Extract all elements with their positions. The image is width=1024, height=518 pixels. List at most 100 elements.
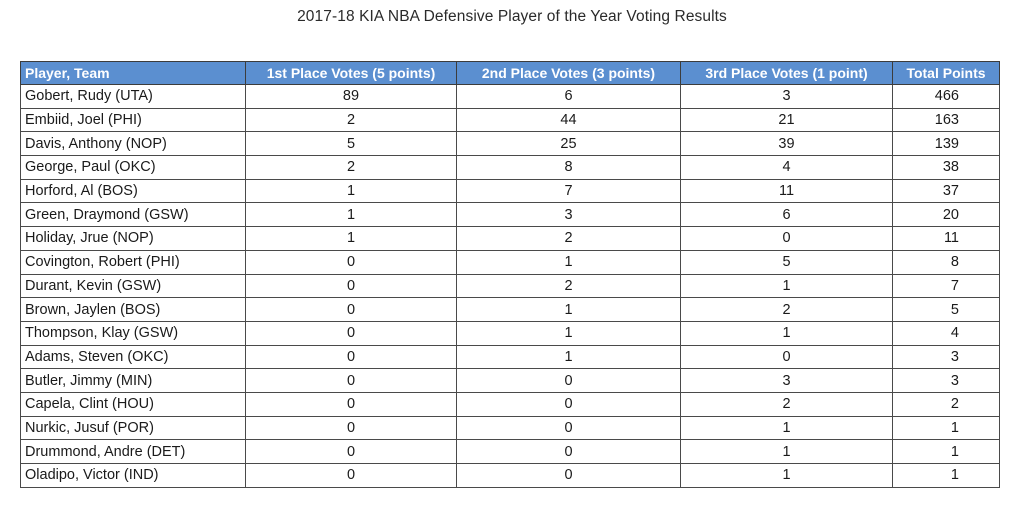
first-place-votes-cell: 0: [245, 320, 457, 346]
header-row: Player, Team 1st Place Votes (5 points) …: [20, 61, 1000, 85]
table-row: Green, Draymond (GSW) 1 3 6 20: [20, 202, 1000, 228]
third-place-votes-cell: 1: [680, 463, 893, 488]
total-points-cell: 1: [892, 463, 1000, 488]
table-row: Oladipo, Victor (IND) 0 0 1 1: [20, 463, 1000, 488]
first-place-votes-cell: 89: [245, 84, 457, 109]
second-place-votes-cell: 1: [456, 297, 681, 322]
first-place-votes-cell: 0: [245, 439, 457, 464]
player-team-cell: Brown, Jaylen (BOS): [20, 297, 246, 322]
player-team-cell: Davis, Anthony (NOP): [20, 131, 246, 157]
first-place-votes-cell: 0: [245, 391, 457, 417]
third-place-votes-cell: 5: [680, 249, 893, 275]
third-place-votes-cell: 1: [680, 439, 893, 464]
first-place-votes-cell: 5: [245, 131, 457, 157]
first-place-votes-cell: 0: [245, 249, 457, 275]
first-place-votes-cell: 0: [245, 273, 457, 299]
player-team-cell: Drummond, Andre (DET): [20, 439, 246, 464]
third-place-votes-cell: 3: [680, 368, 893, 393]
third-place-votes-cell: 39: [680, 131, 893, 157]
player-team-cell: Oladipo, Victor (IND): [20, 463, 246, 488]
second-place-votes-cell: 25: [456, 131, 681, 157]
column-header-total-points: Total Points: [892, 61, 1000, 85]
first-place-votes-cell: 1: [245, 226, 457, 251]
table-row: George, Paul (OKC) 2 8 4 38: [20, 155, 1000, 180]
second-place-votes-cell: 7: [456, 178, 681, 204]
third-place-votes-cell: 0: [680, 226, 893, 251]
player-team-cell: Adams, Steven (OKC): [20, 344, 246, 370]
second-place-votes-cell: 0: [456, 391, 681, 417]
third-place-votes-cell: 3: [680, 84, 893, 109]
second-place-votes-cell: 44: [456, 107, 681, 133]
first-place-votes-cell: 2: [245, 107, 457, 133]
total-points-cell: 37: [892, 178, 1000, 204]
total-points-cell: 4: [892, 320, 1000, 346]
player-team-cell: George, Paul (OKC): [20, 155, 246, 180]
table-row: Covington, Robert (PHI) 0 1 5 8: [20, 249, 1000, 275]
voting-results-table: Player, Team 1st Place Votes (5 points) …: [20, 61, 1000, 488]
table-row: Butler, Jimmy (MIN) 0 0 3 3: [20, 368, 1000, 393]
second-place-votes-cell: 1: [456, 320, 681, 346]
third-place-votes-cell: 6: [680, 202, 893, 228]
table-row: Horford, Al (BOS) 1 7 11 37: [20, 178, 1000, 204]
second-place-votes-cell: 1: [456, 249, 681, 275]
table-row: Embiid, Joel (PHI) 2 44 21 163: [20, 107, 1000, 133]
player-team-cell: Nurkic, Jusuf (POR): [20, 415, 246, 441]
third-place-votes-cell: 11: [680, 178, 893, 204]
total-points-cell: 11: [892, 226, 1000, 251]
player-team-cell: Butler, Jimmy (MIN): [20, 368, 246, 393]
player-team-cell: Durant, Kevin (GSW): [20, 273, 246, 299]
first-place-votes-cell: 1: [245, 202, 457, 228]
table-row: Durant, Kevin (GSW) 0 2 1 7: [20, 273, 1000, 299]
table-body: Gobert, Rudy (UTA) 89 6 3 466 Embiid, Joel (P…: [20, 84, 1000, 488]
total-points-cell: 5: [892, 297, 1000, 322]
first-place-votes-cell: 1: [245, 178, 457, 204]
table-row: Adams, Steven (OKC) 0 1 0 3: [20, 344, 1000, 370]
total-points-cell: 1: [892, 415, 1000, 441]
second-place-votes-cell: 2: [456, 226, 681, 251]
total-points-cell: 3: [892, 368, 1000, 393]
total-points-cell: 466: [892, 84, 1000, 109]
column-header-third-place-votes: 3rd Place Votes (1 point): [680, 61, 893, 85]
second-place-votes-cell: 6: [456, 84, 681, 109]
second-place-votes-cell: 0: [456, 415, 681, 441]
player-team-cell: Embiid, Joel (PHI): [20, 107, 246, 133]
total-points-cell: 20: [892, 202, 1000, 228]
third-place-votes-cell: 1: [680, 415, 893, 441]
table-row: Nurkic, Jusuf (POR) 0 0 1 1: [20, 415, 1000, 441]
first-place-votes-cell: 0: [245, 463, 457, 488]
total-points-cell: 38: [892, 155, 1000, 180]
player-team-cell: Thompson, Klay (GSW): [20, 320, 246, 346]
first-place-votes-cell: 2: [245, 155, 457, 180]
second-place-votes-cell: 2: [456, 273, 681, 299]
table-row: Brown, Jaylen (BOS) 0 1 2 5: [20, 297, 1000, 322]
second-place-votes-cell: 0: [456, 463, 681, 488]
table-row: Holiday, Jrue (NOP) 1 2 0 11: [20, 226, 1000, 251]
total-points-cell: 163: [892, 107, 1000, 133]
total-points-cell: 8: [892, 249, 1000, 275]
table-row: Capela, Clint (HOU) 0 0 2 2: [20, 391, 1000, 417]
total-points-cell: 139: [892, 131, 1000, 157]
player-team-cell: Covington, Robert (PHI): [20, 249, 246, 275]
total-points-cell: 7: [892, 273, 1000, 299]
first-place-votes-cell: 0: [245, 297, 457, 322]
second-place-votes-cell: 0: [456, 439, 681, 464]
first-place-votes-cell: 0: [245, 344, 457, 370]
player-team-cell: Holiday, Jrue (NOP): [20, 226, 246, 251]
third-place-votes-cell: 21: [680, 107, 893, 133]
player-team-cell: Horford, Al (BOS): [20, 178, 246, 204]
column-header-player-team: Player, Team: [20, 61, 246, 85]
table-row: Drummond, Andre (DET) 0 0 1 1: [20, 439, 1000, 464]
table-row: Davis, Anthony (NOP) 5 25 39 139: [20, 131, 1000, 157]
first-place-votes-cell: 0: [245, 368, 457, 393]
table-row: Gobert, Rudy (UTA) 89 6 3 466: [20, 84, 1000, 109]
third-place-votes-cell: 4: [680, 155, 893, 180]
third-place-votes-cell: 2: [680, 391, 893, 417]
third-place-votes-cell: 2: [680, 297, 893, 322]
player-team-cell: Green, Draymond (GSW): [20, 202, 246, 228]
third-place-votes-cell: 1: [680, 273, 893, 299]
third-place-votes-cell: 0: [680, 344, 893, 370]
total-points-cell: 2: [892, 391, 1000, 417]
second-place-votes-cell: 3: [456, 202, 681, 228]
column-header-second-place-votes: 2nd Place Votes (3 points): [456, 61, 681, 85]
player-team-cell: Capela, Clint (HOU): [20, 391, 246, 417]
